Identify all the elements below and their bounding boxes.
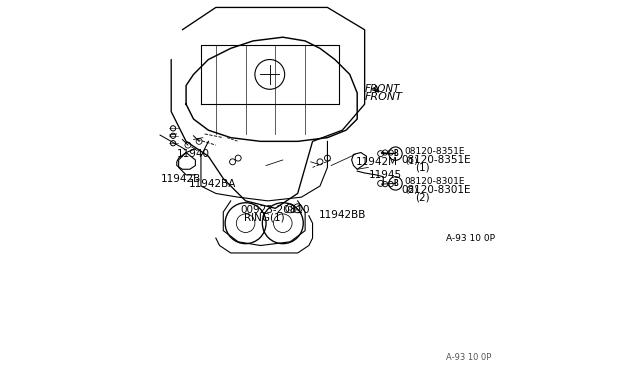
Text: B: B [393,149,398,158]
Text: (1): (1) [415,163,429,172]
Text: 11942BA: 11942BA [189,179,236,189]
Text: RING(1): RING(1) [244,213,284,222]
Text: 11940: 11940 [177,150,210,159]
Text: A-93 10 0P: A-93 10 0P [447,353,492,362]
Text: 08120-8351E: 08120-8351E [405,147,465,156]
Text: A-93 10 0P: A-93 10 0P [447,234,495,243]
Text: B: B [393,179,398,188]
Text: 11945: 11945 [369,170,401,180]
Text: (1): (1) [405,157,417,166]
Text: 08120-8301E: 08120-8301E [402,185,471,195]
Text: 08120-8351E: 08120-8351E [402,155,472,165]
Text: (2): (2) [405,186,417,195]
Text: 11942BB: 11942BB [319,210,366,220]
Text: 08120-8301E: 08120-8301E [405,177,465,186]
Text: FRONT: FRONT [365,84,400,94]
Text: 11942M: 11942M [355,157,397,167]
Text: 00923-20810: 00923-20810 [240,205,310,215]
Text: (2): (2) [415,192,429,202]
Text: FRONT: FRONT [365,92,403,102]
Text: 11942B: 11942B [161,174,201,183]
